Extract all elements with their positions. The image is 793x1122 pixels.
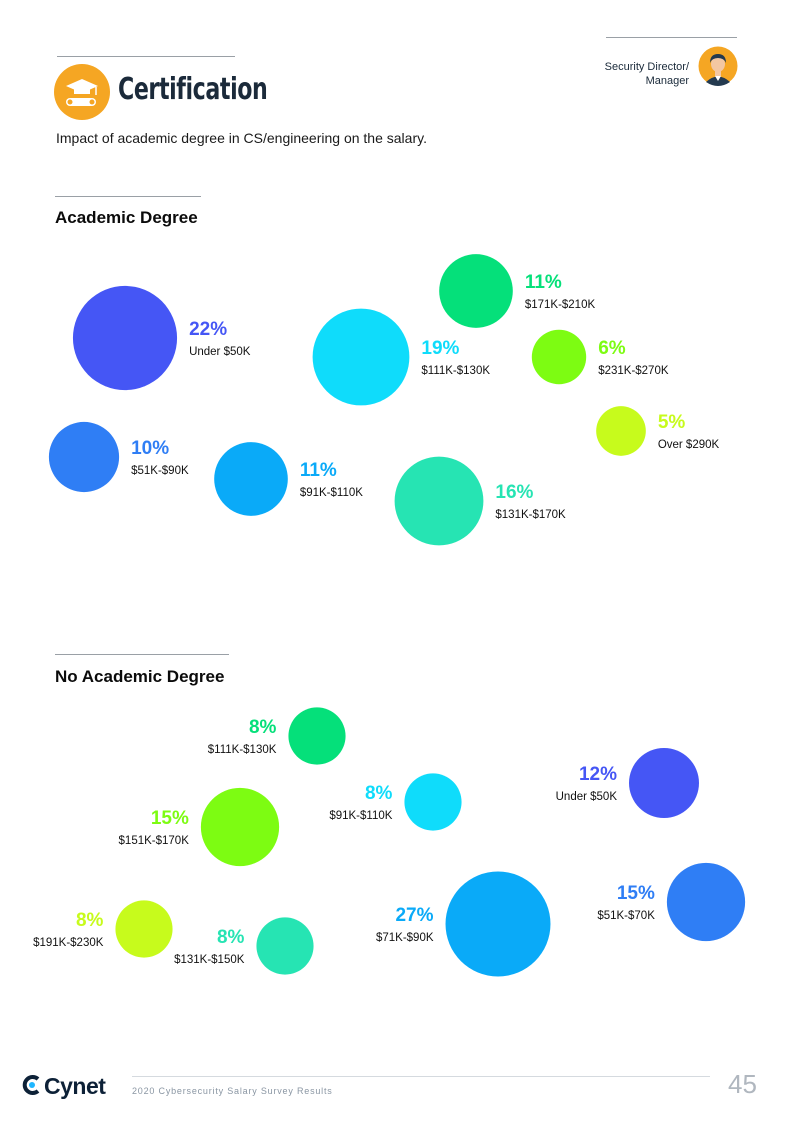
bubble-value-label: 16% xyxy=(495,482,533,503)
bubble-8 xyxy=(596,406,646,456)
bubble-6 xyxy=(439,254,513,328)
bubble-category-label: $191K-$230K xyxy=(33,937,104,949)
bubble-category-label: $111K-$130K xyxy=(208,744,277,756)
bubble-7 xyxy=(256,917,314,975)
bubble-category-label: $151K-$170K xyxy=(119,835,190,847)
section-title-no-academic: No Academic Degree xyxy=(55,667,225,686)
bubble-value-label: 8% xyxy=(365,783,393,804)
bubble-category-label: Under $50K xyxy=(556,791,618,803)
bubble-value-label: 8% xyxy=(249,717,277,738)
bubble-6 xyxy=(115,900,173,958)
bubble-category-label: $71K-$90K xyxy=(376,932,434,944)
bubble-5 xyxy=(666,862,746,942)
academic-degree-bubble-chart: 22% Under $50K 10% $51K-$90K 11% $91K-$110K 19… xyxy=(48,254,720,546)
section-rule-academic xyxy=(55,196,201,197)
graduation-cap-icon xyxy=(54,64,110,120)
header-rule-right xyxy=(606,37,737,38)
bubble-category-label: $171K-$210K xyxy=(525,299,596,311)
bubble-1 xyxy=(72,285,178,391)
bubble-value-label: 27% xyxy=(395,905,433,926)
bubble-1 xyxy=(288,707,346,765)
cynet-logo-icon xyxy=(22,1075,40,1095)
avatar xyxy=(698,46,738,86)
bubble-value-label: 8% xyxy=(217,927,245,948)
bubble-category-label: $131K-$170K xyxy=(495,509,566,521)
bubble-category-label: $51K-$90K xyxy=(131,465,189,477)
role-line-1: Security Director/ xyxy=(604,61,689,73)
role-line-2: Manager xyxy=(645,75,689,87)
section-title-academic: Academic Degree xyxy=(55,208,198,227)
bubble-value-label: 5% xyxy=(658,412,686,433)
section-rule-no-academic xyxy=(55,654,229,655)
bubble-category-label: $51K-$70K xyxy=(597,910,655,922)
bubble-value-label: 10% xyxy=(131,438,169,459)
no-academic-degree-bubble-chart: 8% $111K-$130K 12% Under $50K 15% $151K-$170K… xyxy=(33,707,746,977)
bubble-category-label: $231K-$270K xyxy=(598,365,669,377)
bubble-category-label: $91K-$110K xyxy=(300,487,363,499)
bubble-3 xyxy=(200,787,280,867)
bubble-value-label: 22% xyxy=(189,319,227,340)
header-rule-left xyxy=(57,56,235,57)
bubble-category-label: $91K-$110K xyxy=(329,810,392,822)
bubble-value-label: 6% xyxy=(598,338,626,359)
bubble-value-label: 8% xyxy=(76,910,104,931)
bubble-value-label: 15% xyxy=(151,808,189,829)
bubble-category-label: Over $290K xyxy=(658,439,720,451)
bubble-category-label: Under $50K xyxy=(189,346,251,358)
bubble-value-label: 15% xyxy=(617,883,655,904)
bubble-category-label: $131K-$150K xyxy=(174,954,245,966)
page-subtitle: Impact of academic degree in CS/engineer… xyxy=(56,130,427,146)
bubble-value-label: 11% xyxy=(300,460,337,481)
bubble-4 xyxy=(404,773,462,831)
footer-rule xyxy=(132,1076,710,1077)
role-label: Security Director/ Manager xyxy=(605,60,689,88)
footer-brand: Cynet xyxy=(44,1073,106,1099)
bubble-7 xyxy=(531,329,587,385)
bubble-value-label: 19% xyxy=(421,338,459,359)
page-title: Certification xyxy=(118,72,268,107)
bubble-2 xyxy=(48,421,120,493)
bubble-5 xyxy=(394,456,484,546)
bubble-2 xyxy=(629,748,699,818)
bubble-value-label: 11% xyxy=(525,272,562,293)
bubble-4 xyxy=(312,308,410,406)
bubble-3 xyxy=(214,442,288,516)
footer-report-title: 2020 Cybersecurity Salary Survey Results xyxy=(132,1086,333,1096)
bubble-category-label: $111K-$130K xyxy=(421,365,490,377)
page-number: 45 xyxy=(728,1069,757,1099)
bubble-8 xyxy=(445,871,551,977)
bubble-value-label: 12% xyxy=(579,764,617,785)
